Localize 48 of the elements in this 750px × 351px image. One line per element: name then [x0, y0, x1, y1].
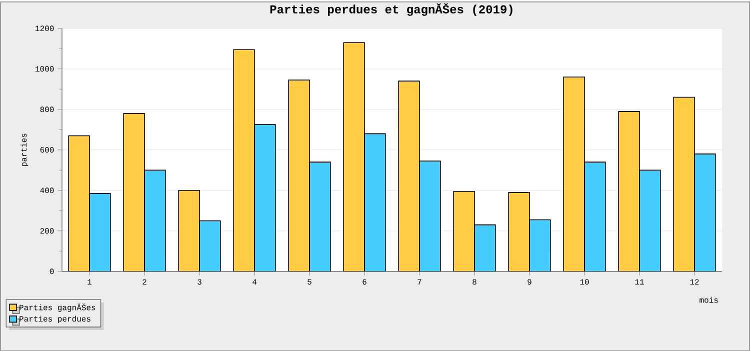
bar [343, 42, 365, 272]
bar [398, 80, 420, 272]
x-tick-label: 8 [472, 279, 476, 284]
x-tick-label: 7 [418, 279, 422, 284]
bar [673, 96, 695, 272]
bar [123, 112, 145, 272]
y-tick-label: 800 [40, 106, 54, 112]
bar [68, 135, 90, 272]
x-tick-label: 10 [580, 279, 589, 284]
bar [529, 219, 551, 272]
bar [89, 192, 111, 272]
x-tick-label: 5 [308, 279, 312, 284]
bar [639, 170, 661, 272]
y-tick-label: 1200 [36, 26, 54, 31]
bar [199, 220, 221, 272]
bar [419, 160, 441, 272]
bar [364, 133, 386, 272]
x-axis-title: mois [700, 296, 718, 303]
y-tick-label: 200 [40, 228, 54, 234]
x-tick-label: 11 [635, 279, 644, 284]
y-tick-label: 400 [40, 187, 54, 193]
legend-label: Parties gagnĂŠes [20, 303, 96, 312]
bar [584, 161, 606, 272]
bar [144, 170, 166, 272]
bar [474, 224, 496, 272]
x-tick-label: 6 [362, 279, 366, 284]
chart-title: Parties perdues et gagnĂŠes (2019) [270, 3, 512, 16]
legend-label: Parties perdues [20, 316, 90, 323]
bar [309, 161, 331, 272]
bar [233, 49, 255, 272]
x-tick-label: 4 [252, 279, 256, 284]
y-tick-label: 0 [50, 268, 54, 274]
bar [254, 124, 276, 272]
bar [453, 190, 475, 272]
bar [508, 192, 530, 272]
bar [288, 79, 310, 272]
bar [178, 190, 200, 272]
bar [618, 110, 640, 272]
x-tick-label: 3 [198, 279, 202, 284]
y-tick-label: 600 [40, 146, 54, 152]
x-tick-label: 2 [142, 279, 146, 284]
bar [694, 153, 716, 272]
x-tick-label: 9 [528, 279, 532, 284]
y-axis-title: parties [20, 134, 28, 166]
x-tick-label: 12 [690, 279, 699, 284]
bar [563, 76, 585, 272]
x-tick-label: 1 [88, 279, 92, 284]
y-tick-label: 1000 [36, 66, 54, 72]
